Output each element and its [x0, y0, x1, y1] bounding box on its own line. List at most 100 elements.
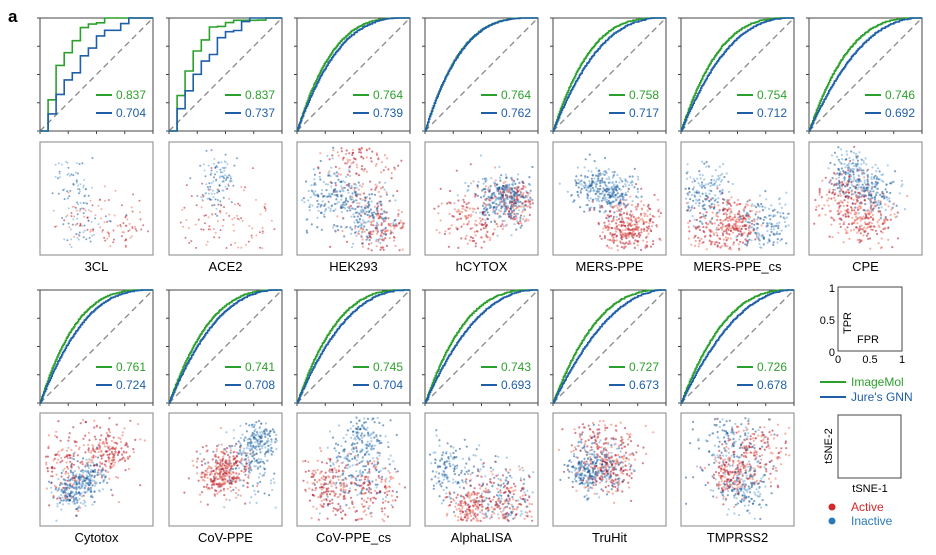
active-point: [523, 204, 526, 207]
inactive-point: [267, 448, 270, 451]
inactive-point: [476, 184, 479, 188]
inactive-point: [85, 491, 88, 494]
inactive-point: [250, 448, 253, 451]
active-point: [105, 438, 108, 441]
active-point: [124, 444, 127, 447]
inactive-point: [209, 173, 212, 176]
inactive-point: [90, 234, 93, 237]
inactive-point: [718, 176, 721, 179]
inactive-point: [77, 233, 80, 236]
active-point: [70, 466, 73, 469]
inactive-point: [84, 504, 87, 507]
active-point: [853, 209, 856, 212]
active-point: [259, 246, 262, 249]
inactive-point: [250, 440, 253, 443]
active-point: [84, 451, 87, 454]
active-point: [820, 196, 824, 199]
active-point: [318, 171, 321, 174]
inactive-point: [707, 165, 711, 168]
inactive-point: [881, 173, 885, 176]
active-point: [705, 223, 709, 226]
inactive-point: [340, 185, 343, 188]
active-point: [69, 482, 72, 485]
active-point: [834, 199, 837, 202]
inactive-point: [221, 166, 224, 169]
inactive-point: [698, 184, 702, 187]
inactive-point: [709, 206, 712, 209]
active-point: [736, 224, 739, 227]
inactive-point: [247, 456, 250, 459]
inactive-point: [87, 484, 91, 487]
active-point: [67, 467, 70, 470]
inactive-point: [66, 484, 69, 487]
inactive-point: [384, 496, 388, 499]
active-point: [844, 228, 847, 231]
inactive-point: [248, 501, 252, 504]
inactive-point: [585, 188, 588, 192]
active-point: [828, 188, 831, 191]
active-point: [224, 461, 228, 465]
inactive-point: [330, 166, 333, 169]
inactive-point: [69, 189, 72, 192]
active-point: [618, 209, 621, 212]
inactive-point: [93, 484, 97, 487]
active-point: [329, 245, 332, 248]
active-point: [830, 223, 833, 226]
active-point: [229, 486, 232, 489]
auc-gnn: 0.692: [885, 106, 915, 120]
active-point: [201, 446, 204, 449]
inactive-point: [374, 212, 378, 215]
inactive-point: [636, 187, 639, 191]
active-point: [497, 204, 500, 207]
inactive-point: [202, 163, 205, 166]
inactive-point: [74, 206, 77, 209]
active-point: [121, 431, 124, 434]
inactive-point: [505, 176, 508, 179]
inactive-point: [766, 241, 769, 244]
active-point: [200, 460, 203, 463]
active-point: [370, 242, 373, 245]
inactive-point: [70, 173, 73, 176]
inactive-point: [208, 182, 211, 185]
active-point: [748, 199, 751, 202]
inactive-point: [603, 173, 606, 176]
inactive-point: [59, 494, 63, 497]
inactive-point: [701, 200, 705, 203]
inactive-point: [255, 459, 258, 462]
active-point: [651, 221, 655, 224]
inactive-point: [260, 422, 263, 425]
active-point: [732, 216, 735, 219]
inactive-point: [252, 444, 255, 447]
inactive-point: [91, 484, 94, 487]
active-point: [739, 240, 742, 243]
inactive-point: [332, 226, 335, 229]
inactive-point: [319, 159, 322, 163]
active-point: [640, 228, 643, 231]
active-point: [50, 466, 53, 469]
inactive-point: [249, 435, 252, 438]
active-point: [647, 227, 650, 230]
active-point: [616, 227, 619, 231]
active-point: [57, 458, 60, 461]
active-point: [735, 218, 738, 221]
active-point: [726, 227, 729, 230]
inactive-point: [601, 190, 605, 193]
active-point: [224, 478, 227, 481]
active-point: [623, 245, 626, 248]
inactive-point: [72, 471, 75, 474]
active-point: [727, 200, 730, 203]
active-point: [484, 185, 488, 188]
inactive-point: [83, 224, 86, 227]
active-point: [462, 223, 465, 226]
active-point: [79, 461, 82, 464]
active-point: [516, 196, 519, 199]
inactive-point: [250, 496, 253, 499]
inactive-point: [86, 470, 89, 473]
inactive-point: [847, 162, 851, 165]
active-point: [739, 230, 742, 233]
active-point: [649, 220, 652, 223]
inactive-point: [82, 471, 85, 474]
active-point: [219, 229, 222, 232]
inactive-point: [515, 203, 518, 206]
active-point: [232, 223, 235, 226]
